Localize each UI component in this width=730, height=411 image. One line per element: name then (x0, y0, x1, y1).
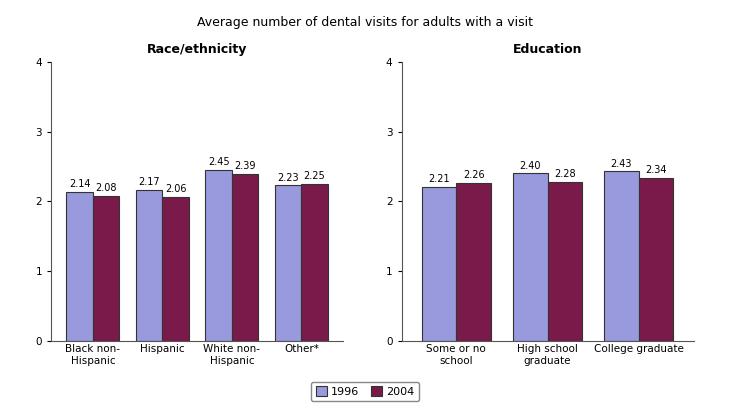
Legend: 1996, 2004: 1996, 2004 (311, 382, 419, 401)
Text: 2.06: 2.06 (165, 185, 186, 194)
Bar (548, 182, 583, 341)
Title: Race/ethnicity: Race/ethnicity (147, 43, 247, 56)
Text: 2.28: 2.28 (554, 169, 576, 179)
Text: 2.21: 2.21 (428, 174, 450, 184)
Text: 2.34: 2.34 (645, 165, 666, 175)
Bar (66, 192, 93, 341)
Text: 2.40: 2.40 (520, 161, 541, 171)
Text: 2.26: 2.26 (463, 171, 485, 180)
Text: 2.45: 2.45 (208, 157, 229, 167)
Bar (301, 184, 328, 341)
Bar (232, 174, 258, 341)
Bar (275, 185, 301, 341)
Bar (136, 189, 162, 341)
Bar (639, 178, 673, 341)
Text: 2.23: 2.23 (277, 173, 299, 182)
Bar (162, 197, 189, 341)
Bar (422, 187, 456, 341)
Bar (604, 171, 639, 341)
Text: Average number of dental visits for adults with a visit: Average number of dental visits for adul… (197, 16, 533, 30)
Bar (205, 170, 232, 341)
Bar (512, 173, 548, 341)
Text: 2.14: 2.14 (69, 179, 91, 189)
Text: 2.25: 2.25 (304, 171, 326, 181)
Bar (93, 196, 119, 341)
Text: 2.39: 2.39 (234, 162, 256, 171)
Title: Education: Education (512, 43, 583, 56)
Text: 2.08: 2.08 (96, 183, 117, 193)
Bar (456, 183, 491, 341)
Text: 2.17: 2.17 (138, 177, 160, 187)
Text: 2.43: 2.43 (611, 159, 632, 169)
